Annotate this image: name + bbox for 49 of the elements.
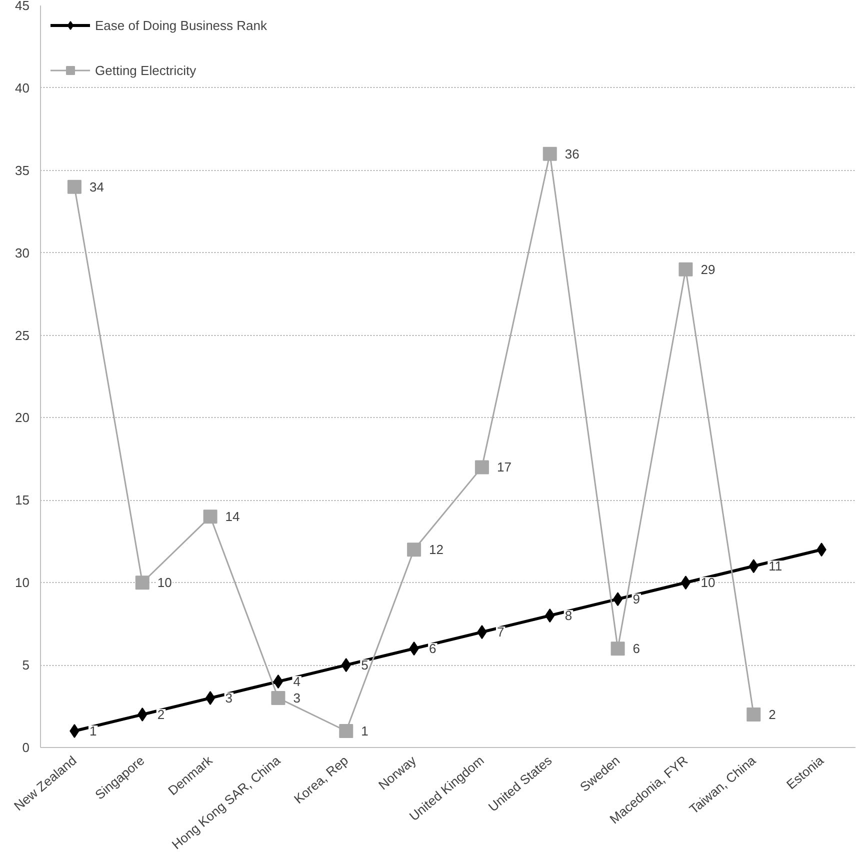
point — [273, 674, 284, 689]
y-tick-label: 10 — [15, 575, 30, 590]
data-label: 3 — [293, 690, 300, 706]
y-tick-label: 40 — [15, 80, 30, 96]
y-tick-label: 20 — [15, 410, 30, 426]
legend-label: Getting Electricity — [95, 62, 196, 78]
data-label: 7 — [496, 624, 504, 640]
data-label: 2 — [157, 707, 165, 722]
data-label: 11 — [768, 558, 782, 574]
y-tick-label: 15 — [15, 492, 30, 508]
data-label: 12 — [429, 542, 444, 558]
data-label: 17 — [496, 460, 512, 475]
legend-label: Ease of Doing Business Rank — [95, 18, 267, 32]
data-label: 4 — [293, 674, 300, 690]
point — [205, 691, 216, 706]
data-label: 1 — [361, 724, 368, 739]
point — [610, 642, 625, 656]
y-tick-label: 30 — [15, 245, 30, 260]
data-label: 29 — [700, 262, 716, 277]
point — [339, 724, 354, 738]
data-label: 14 — [225, 509, 240, 524]
data-label: 6 — [632, 641, 640, 656]
point — [678, 262, 693, 276]
y-tick-label: 25 — [15, 328, 30, 343]
point — [135, 576, 150, 590]
data-label: 8 — [564, 608, 572, 624]
y-tick-label: 5 — [22, 658, 30, 673]
data-label: 1 — [89, 724, 97, 739]
data-label: 2 — [768, 707, 776, 722]
data-label: 5 — [361, 658, 368, 673]
point — [67, 180, 82, 194]
point — [203, 510, 218, 524]
y-tick-label: 45 — [15, 0, 30, 13]
y-tick-label: 0 — [22, 740, 30, 755]
data-label: 10 — [157, 575, 172, 590]
point — [612, 592, 623, 606]
data-label: 34 — [89, 179, 104, 194]
point — [680, 576, 691, 590]
point — [542, 146, 557, 161]
data-label: 9 — [632, 592, 640, 607]
data-label: 10 — [700, 575, 716, 590]
point — [746, 708, 761, 722]
point — [474, 460, 489, 474]
data-label: 36 — [564, 146, 580, 162]
data-label: 6 — [429, 641, 436, 656]
point — [271, 691, 286, 706]
data-label: 3 — [225, 690, 233, 706]
y-tick-label: 35 — [15, 162, 30, 178]
point — [407, 542, 422, 557]
